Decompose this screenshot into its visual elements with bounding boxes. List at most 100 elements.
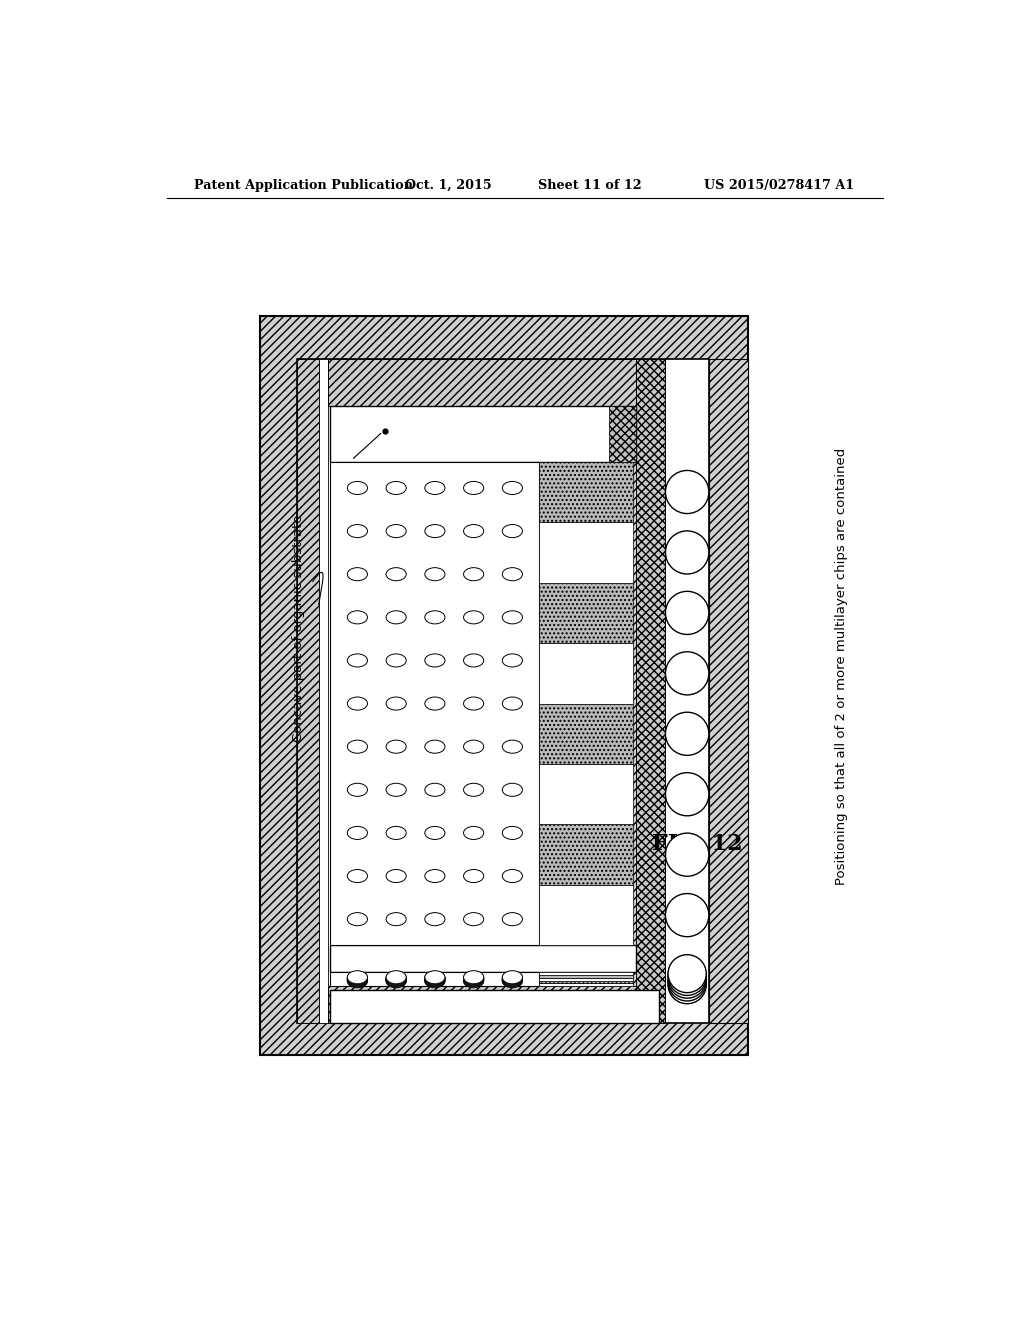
Ellipse shape (503, 653, 522, 667)
Ellipse shape (425, 524, 445, 537)
Text: US 2015/0278417 A1: US 2015/0278417 A1 (703, 178, 854, 191)
Ellipse shape (386, 482, 407, 495)
Ellipse shape (386, 611, 407, 624)
Ellipse shape (347, 974, 368, 987)
Circle shape (668, 966, 707, 1003)
Ellipse shape (464, 611, 483, 624)
Bar (540, 884, 633, 945)
Ellipse shape (386, 974, 407, 987)
Ellipse shape (386, 697, 407, 710)
Ellipse shape (464, 568, 483, 581)
Ellipse shape (425, 972, 445, 985)
Ellipse shape (347, 826, 368, 840)
Bar (331, 973, 636, 986)
Ellipse shape (503, 697, 522, 710)
Ellipse shape (347, 972, 368, 985)
Circle shape (666, 531, 709, 574)
Ellipse shape (347, 482, 368, 495)
Text: FIG. 12: FIG. 12 (652, 833, 743, 855)
Ellipse shape (464, 912, 483, 925)
Ellipse shape (503, 973, 522, 986)
Ellipse shape (464, 524, 483, 537)
Circle shape (666, 894, 709, 937)
Ellipse shape (464, 972, 483, 985)
Bar (297, 359, 710, 1023)
Ellipse shape (347, 912, 368, 925)
Ellipse shape (386, 870, 407, 883)
Ellipse shape (386, 783, 407, 796)
Ellipse shape (425, 974, 445, 987)
Ellipse shape (464, 482, 483, 495)
Bar (540, 643, 633, 704)
Ellipse shape (425, 974, 445, 987)
Ellipse shape (386, 974, 407, 987)
Text: Positioning so that all of 2 or more multilayer chips are contained: Positioning so that all of 2 or more mul… (835, 447, 848, 886)
Circle shape (668, 964, 707, 1001)
Ellipse shape (464, 973, 483, 986)
Circle shape (666, 772, 709, 816)
Ellipse shape (347, 973, 368, 986)
Bar (540, 704, 633, 764)
Ellipse shape (464, 974, 483, 987)
Ellipse shape (464, 697, 483, 710)
Ellipse shape (464, 783, 483, 796)
Circle shape (668, 960, 707, 998)
Ellipse shape (386, 653, 407, 667)
Ellipse shape (503, 972, 522, 985)
Ellipse shape (425, 970, 445, 983)
Circle shape (666, 833, 709, 876)
Bar (540, 462, 633, 523)
Ellipse shape (425, 482, 445, 495)
Bar (710, 359, 748, 1023)
Ellipse shape (425, 972, 445, 985)
Bar (540, 973, 633, 975)
Ellipse shape (425, 912, 445, 925)
Ellipse shape (425, 973, 445, 986)
Ellipse shape (425, 870, 445, 883)
Bar (331, 945, 636, 973)
Circle shape (668, 957, 707, 995)
Ellipse shape (503, 568, 522, 581)
Bar (331, 462, 540, 945)
Ellipse shape (347, 970, 368, 983)
Ellipse shape (503, 972, 522, 985)
Ellipse shape (386, 568, 407, 581)
Circle shape (666, 652, 709, 694)
Ellipse shape (347, 870, 368, 883)
Bar (540, 978, 633, 981)
Ellipse shape (464, 974, 483, 987)
Ellipse shape (464, 973, 483, 986)
Bar (608, 407, 636, 462)
Bar (331, 973, 540, 986)
Ellipse shape (347, 568, 368, 581)
Ellipse shape (347, 974, 368, 987)
Ellipse shape (464, 741, 483, 754)
Text: Sheet 11 of 12: Sheet 11 of 12 (538, 178, 642, 191)
Ellipse shape (386, 970, 407, 983)
Ellipse shape (464, 970, 483, 983)
Bar (540, 764, 633, 825)
Bar (540, 981, 633, 983)
Text: Concave part of organic substrate: Concave part of organic substrate (292, 515, 305, 742)
Ellipse shape (347, 524, 368, 537)
Ellipse shape (503, 973, 522, 986)
Ellipse shape (503, 482, 522, 495)
Circle shape (668, 954, 707, 993)
Bar (540, 523, 633, 582)
Ellipse shape (503, 912, 522, 925)
Bar (260, 317, 748, 1056)
Ellipse shape (464, 972, 483, 985)
Ellipse shape (386, 972, 407, 985)
Bar (331, 990, 658, 1023)
Ellipse shape (425, 697, 445, 710)
Ellipse shape (386, 973, 407, 986)
Circle shape (666, 470, 709, 513)
Ellipse shape (464, 653, 483, 667)
Ellipse shape (386, 972, 407, 985)
Bar (540, 983, 633, 986)
Ellipse shape (503, 870, 522, 883)
Bar (297, 359, 318, 1023)
Ellipse shape (425, 783, 445, 796)
Bar (328, 359, 636, 407)
Circle shape (666, 713, 709, 755)
